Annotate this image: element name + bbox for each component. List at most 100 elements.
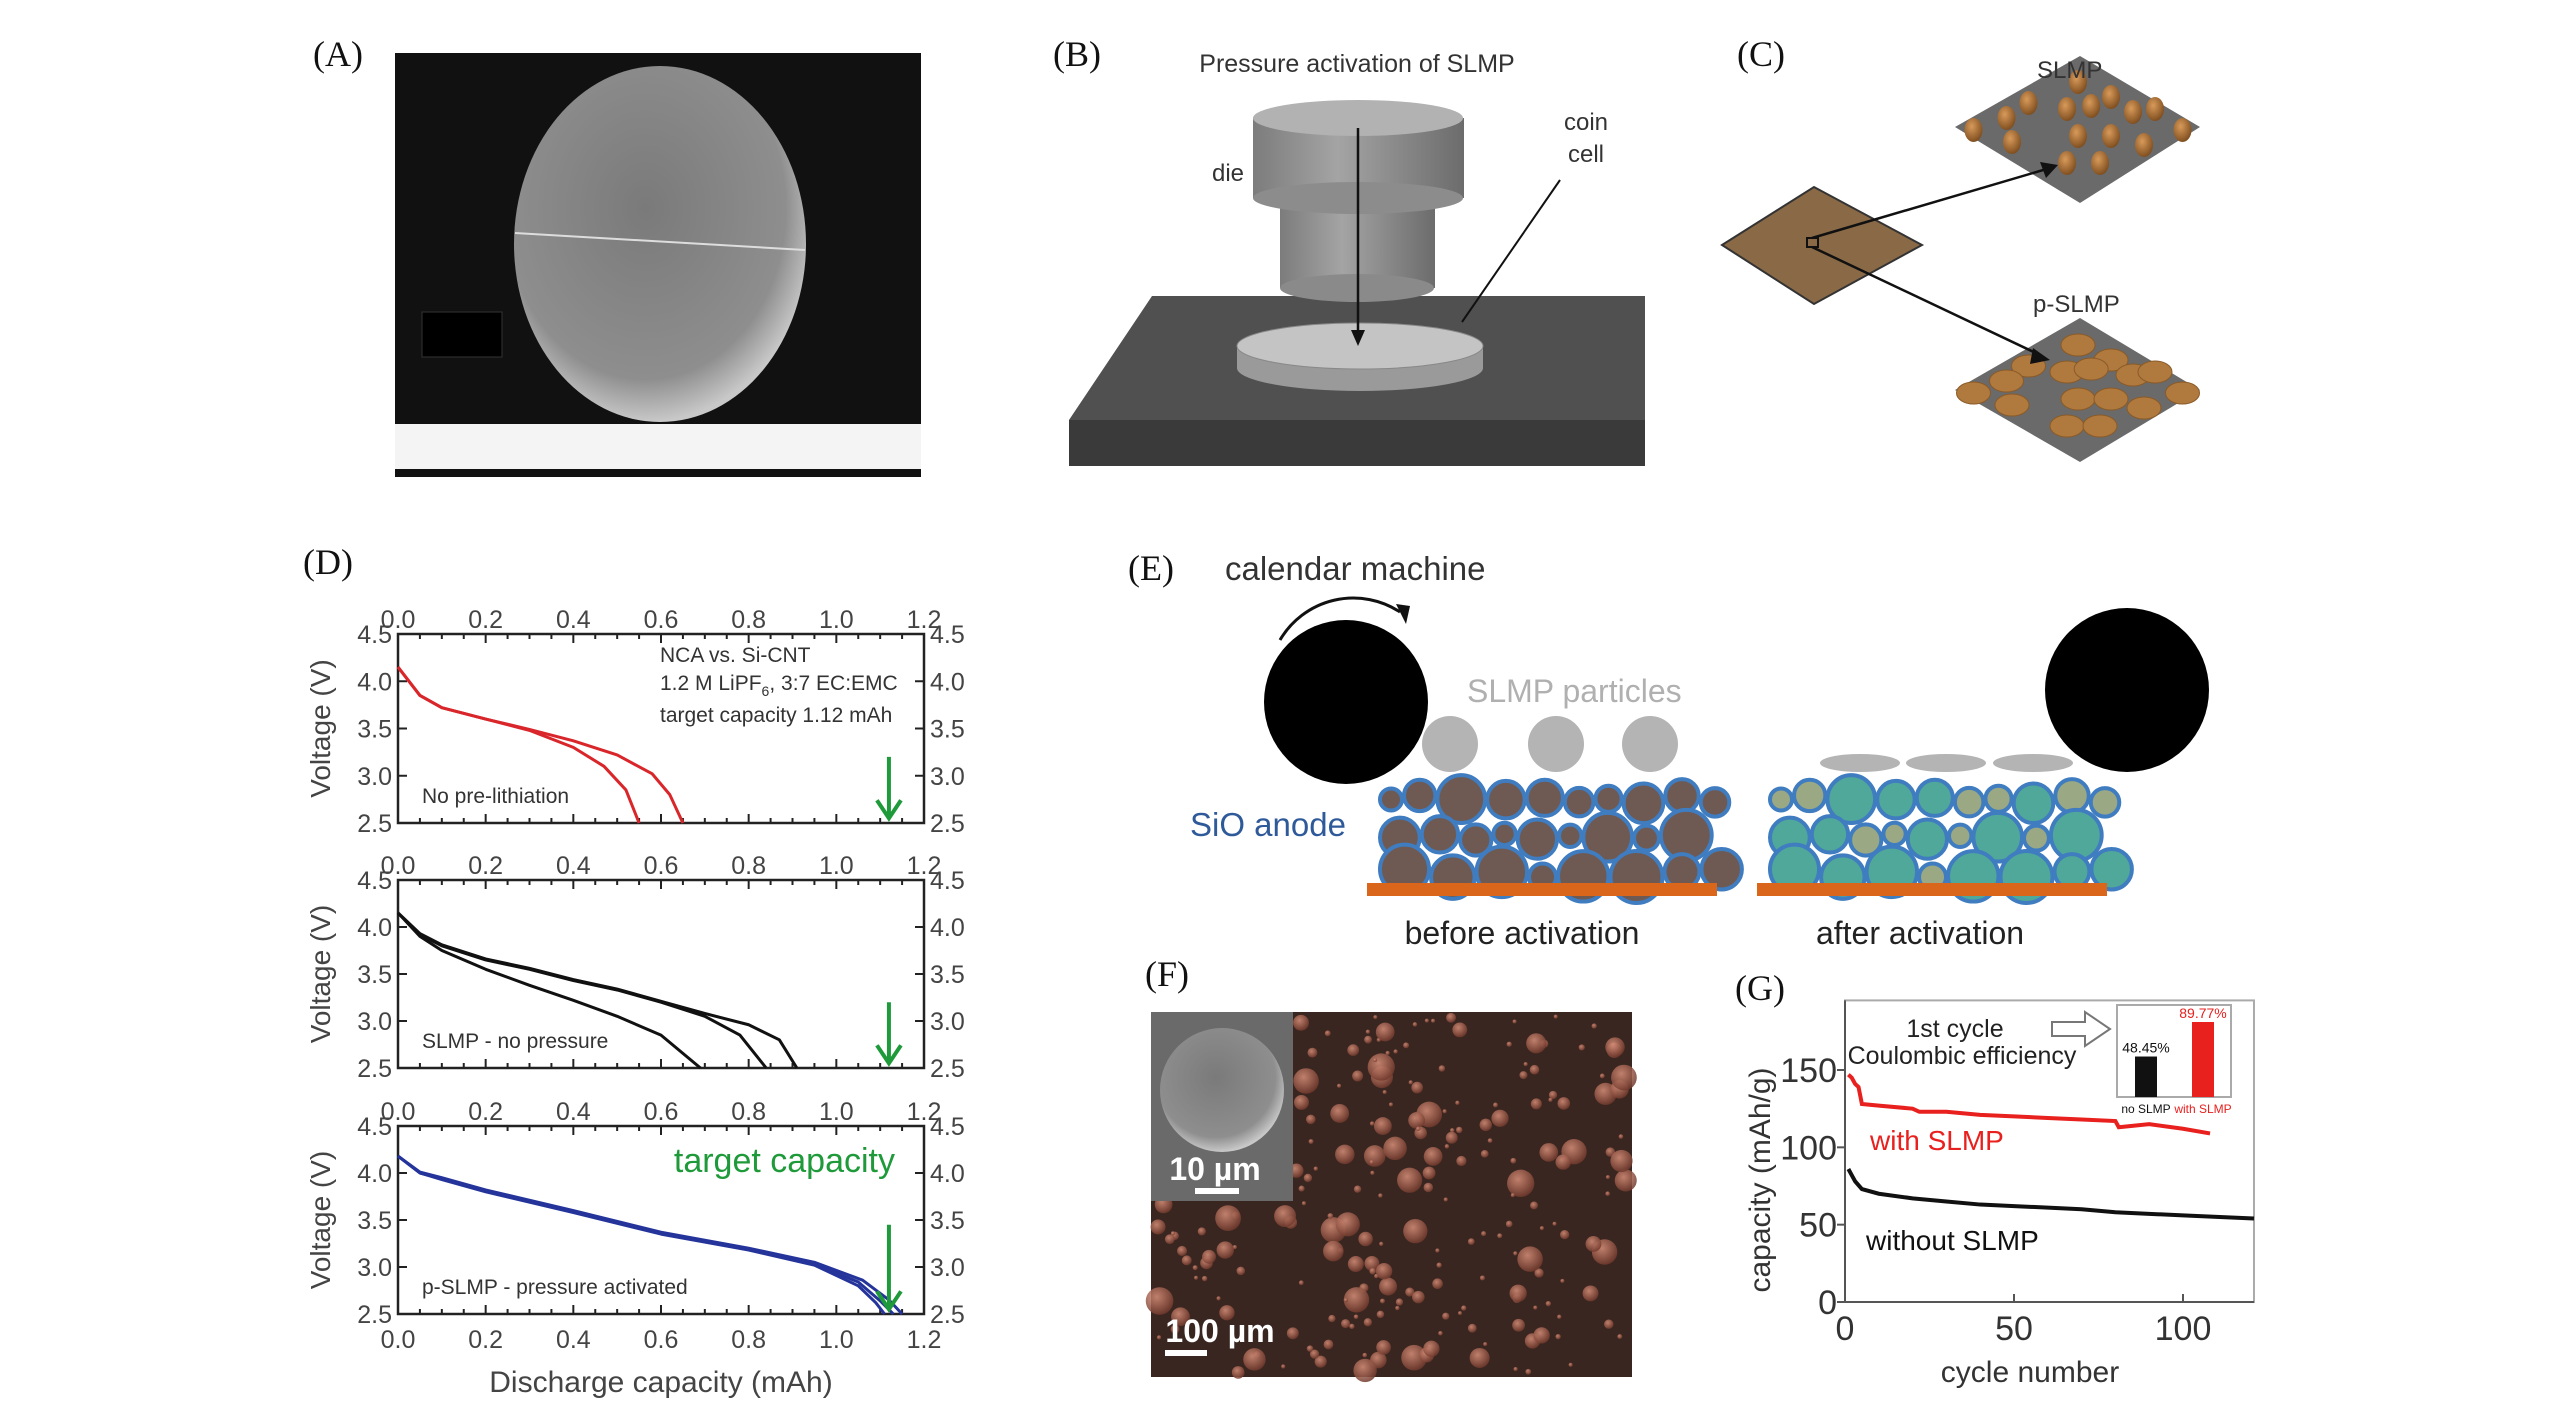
micrograph-particle (1343, 1298, 1348, 1303)
micrograph-particle (1164, 1234, 1175, 1245)
sio-particle (1593, 783, 1624, 814)
y-axis-title: Voltage (V) (305, 905, 336, 1044)
y-tick-label-right: 4.5 (930, 867, 965, 895)
discharge-subplot: 0.0 0.2 0.4 0.6 0.8 1.0 1.2 0.0 0.2 0.4 0.6 0.8 1.0 1… (305, 1098, 965, 1354)
micrograph-particle (1335, 1212, 1360, 1237)
x-tick-label-top: 0.2 (468, 606, 503, 634)
cycling-plot: 0 50 100 0 50 100 150 48.45% no SLMP 89.77% with S… (1780, 999, 2255, 1348)
micrograph-particle (1529, 1064, 1540, 1075)
slmp-particle (1422, 716, 1478, 772)
micrograph-particle (1487, 1138, 1493, 1143)
micrograph-particle (1363, 1318, 1372, 1327)
press-base-front (1069, 420, 1645, 466)
measurement-box (421, 311, 503, 358)
y-tick-label-right: 2.5 (930, 1301, 965, 1329)
x-tick-label-top: 0.2 (468, 852, 503, 880)
micrograph-particle (1605, 1037, 1625, 1057)
sem-info-bar (395, 424, 921, 469)
micrograph-particle (1363, 1145, 1386, 1167)
micrograph-particle (1555, 1333, 1561, 1340)
micrograph-particle (1323, 1339, 1334, 1350)
y-tick-label-left: 4.0 (357, 1160, 392, 1188)
annotation-line-1: 1st cycle (1906, 1015, 2003, 1043)
slmp-balls (1956, 70, 2200, 438)
micrograph-particle (1481, 1231, 1487, 1237)
micrograph-particle (1517, 1246, 1543, 1272)
y-tick-label: 150 (1780, 1052, 1837, 1090)
inset-category-label: with SLMP (2173, 1102, 2231, 1116)
micrograph-particle (1614, 1169, 1637, 1192)
sio-particle (1562, 785, 1596, 819)
inset-scale-label: 10 µm (1169, 1151, 1260, 1187)
sio-particle (1952, 785, 1986, 819)
x-tick-label-top: 0.0 (381, 606, 416, 634)
micrograph-particle (1530, 1201, 1538, 1210)
sio-particle (1485, 778, 1527, 821)
micrograph-particle (1510, 1157, 1517, 1164)
micrograph-particle (1336, 1083, 1342, 1088)
x-tick-label: 0.6 (644, 1326, 679, 1354)
micrograph-particle (1362, 1352, 1368, 1358)
x-tick-label-top: 0.8 (731, 606, 766, 634)
micrograph-particle (1432, 1278, 1443, 1290)
micrograph-particle (1327, 1213, 1334, 1219)
micrograph-particle (1201, 1275, 1208, 1282)
sio-particle (1402, 777, 1438, 814)
target-capacity-arrowhead (875, 1044, 903, 1067)
panel-f: (F) 10 µm 100 µm (1145, 954, 1637, 1383)
with-slmp-label: with SLMP (1869, 1125, 2004, 1156)
micrograph-particle (1170, 1324, 1180, 1334)
flattened-slmp-disc (2060, 387, 2096, 411)
pressure-arrowhead (1351, 330, 1365, 346)
micrograph-particle (1395, 1298, 1404, 1306)
y-tick-label: 50 (1799, 1207, 1837, 1245)
sio-particle (2088, 786, 2122, 819)
discharge-curve (397, 1154, 904, 1316)
micrograph-particle (1379, 1241, 1384, 1246)
y-tick-label-left: 4.5 (357, 1113, 392, 1141)
discharge-curve (396, 666, 685, 824)
x-tick-label-top: 0.0 (381, 852, 416, 880)
slmp-sphere (2058, 151, 2076, 175)
x-tick-label: 0.4 (556, 1326, 591, 1354)
y-tick-label-right: 2.5 (930, 1055, 965, 1083)
micrograph-particle (1509, 1284, 1527, 1302)
sio-particle (2053, 777, 2091, 815)
sio-particle (1632, 823, 1661, 853)
sio-particle (1699, 847, 1744, 892)
slmp-sphere (2124, 100, 2142, 124)
micrograph-particle (1145, 1287, 1174, 1315)
micrograph-particle (1467, 1238, 1475, 1245)
sio-particle (1946, 822, 1974, 850)
micrograph-particle (1412, 1022, 1418, 1027)
micrograph-particle (1548, 1090, 1558, 1100)
current-collector-after (1757, 883, 2107, 896)
micrograph-particle (1197, 1227, 1206, 1236)
sio-particle (1458, 822, 1494, 858)
die-top (1253, 100, 1463, 136)
flattened-slmp-disc (1994, 393, 2030, 417)
micrograph-particle (1605, 1175, 1610, 1180)
y-tick-label-right: 3.5 (930, 961, 965, 989)
micrograph-particle (1423, 1340, 1440, 1357)
micrograph-particle (1358, 1231, 1373, 1247)
sio-particle (2089, 847, 2134, 892)
micrograph-particle (1452, 1022, 1468, 1038)
micrograph-particle (1393, 1049, 1398, 1054)
micrograph-particle (1375, 1022, 1395, 1042)
slmp-label: SLMP (2037, 57, 2102, 84)
slmp-sphere (2173, 118, 2192, 142)
micrograph-particle (1483, 1342, 1488, 1347)
discharge-subplot: 0.0 0.2 0.4 0.6 0.8 1.0 1.2 2.5 2.5 3.0 3.0 3.5 3.5 4… (305, 852, 965, 1083)
slmp-sphere (2069, 70, 2087, 94)
y-axis-title: Voltage (V) (305, 659, 336, 798)
sio-particle (1556, 822, 1584, 850)
micrograph-particle (1510, 1193, 1515, 1198)
micrograph-particle (1507, 1169, 1535, 1197)
micrograph-particle (1513, 1367, 1518, 1372)
micrograph-particle (1376, 1340, 1391, 1355)
panel-f-label: (F) (1145, 954, 1189, 994)
before-activation-label: before activation (1405, 915, 1640, 951)
y-tick-label-left: 4.0 (357, 668, 392, 696)
micrograph-particle (1553, 1014, 1558, 1019)
